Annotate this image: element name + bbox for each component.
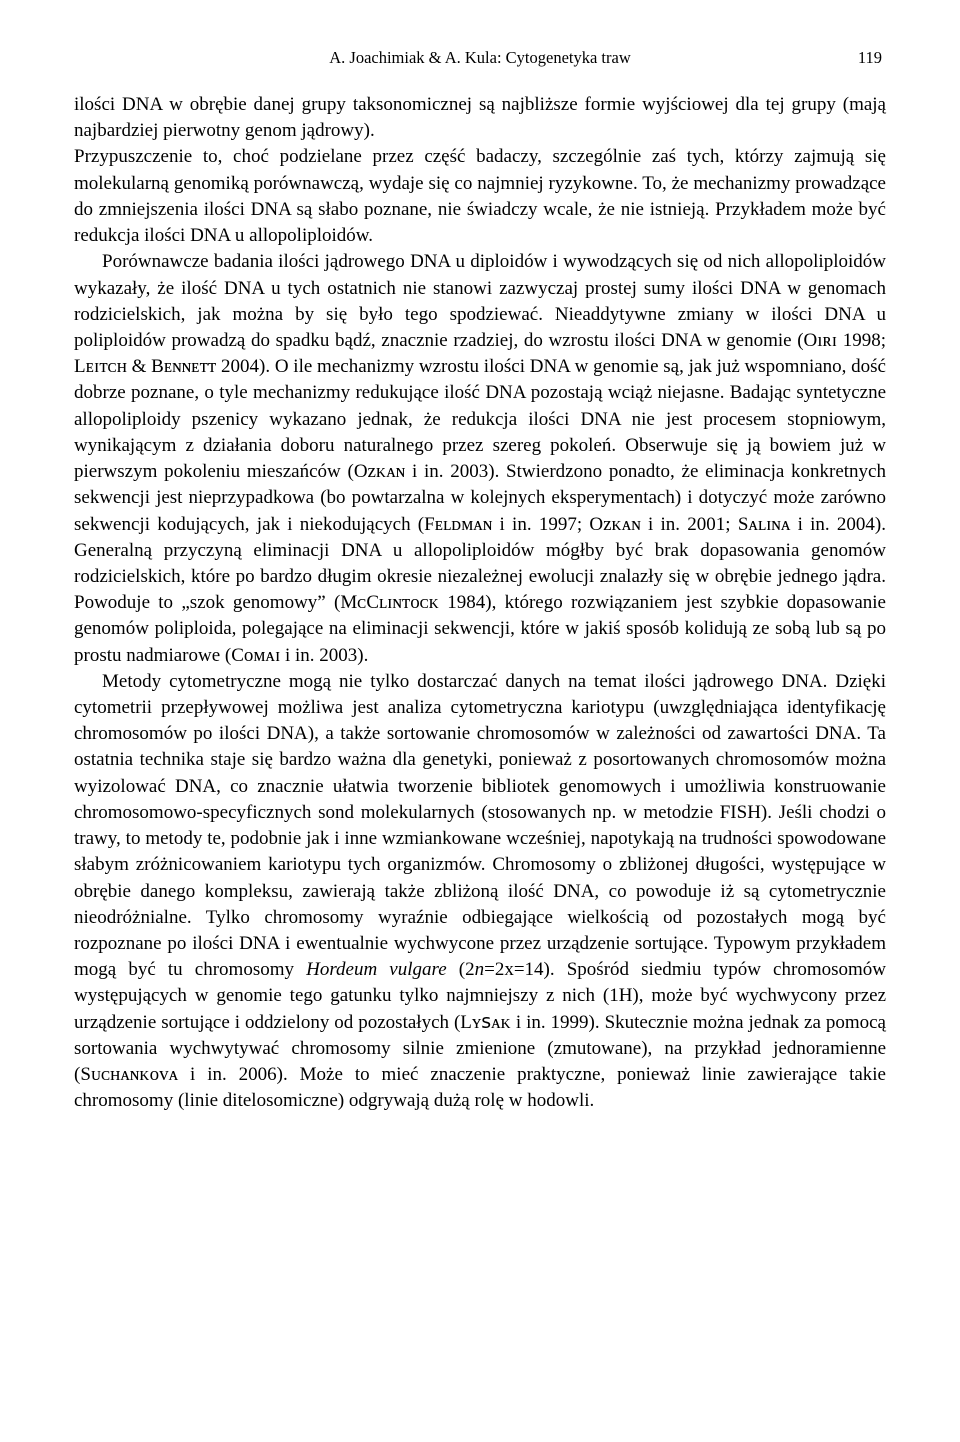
paragraph: Przypuszczenie to, choć podzielane przez…	[74, 144, 886, 249]
running-head: A. Joachimiak & A. Kula: Cytogenetyka tr…	[74, 48, 886, 68]
running-spacer	[78, 48, 128, 68]
paragraph: Metody cytometryczne mogą nie tylko dost…	[74, 669, 886, 1115]
body-text: ilości DNA w obrębie danej grupy taksono…	[74, 92, 886, 1115]
paragraph-continuation: ilości DNA w obrębie danej grupy taksono…	[74, 92, 886, 144]
page-number: 119	[832, 48, 882, 68]
running-title: A. Joachimiak & A. Kula: Cytogenetyka tr…	[128, 48, 832, 68]
paragraph: Porównawcze badania ilości jądrowego DNA…	[74, 249, 886, 669]
document-page: A. Joachimiak & A. Kula: Cytogenetyka tr…	[0, 0, 960, 1175]
